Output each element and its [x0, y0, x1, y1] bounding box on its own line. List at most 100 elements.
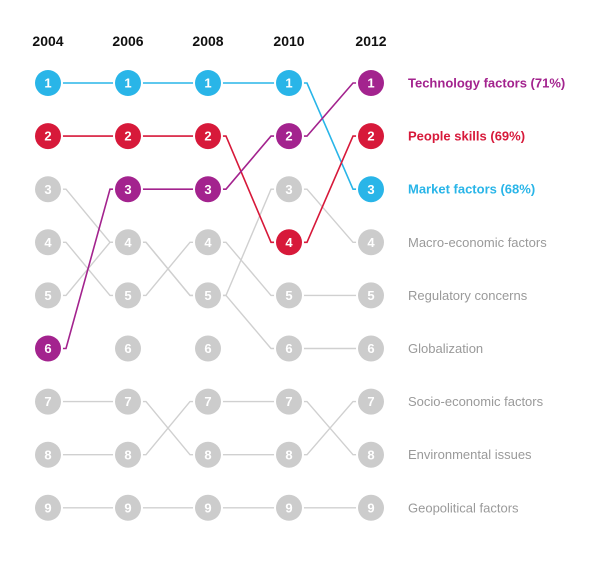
rank-badge: 9 — [356, 492, 386, 523]
badge-number: 1 — [44, 76, 51, 91]
badge-circle — [195, 441, 221, 468]
rank-badge: 5 — [274, 280, 304, 311]
badge-circle — [358, 494, 384, 521]
rank-badge: 2 — [33, 121, 63, 152]
badge-number: 1 — [285, 76, 292, 91]
year-label: 2004 — [32, 33, 63, 49]
rank-badge: 7 — [356, 386, 386, 417]
badge-circle — [276, 123, 302, 150]
badge-number: 6 — [124, 341, 131, 356]
badge-circle — [35, 229, 61, 256]
year-label: 2008 — [192, 33, 223, 49]
badge-circle — [195, 176, 221, 203]
badge-circle — [276, 176, 302, 203]
badge-number: 9 — [124, 500, 131, 515]
rank-badge: 9 — [193, 492, 223, 523]
rank-badge: 9 — [33, 492, 63, 523]
badge-number: 3 — [285, 182, 292, 197]
badge-number: 5 — [204, 288, 211, 303]
badge-number: 9 — [204, 500, 211, 515]
badge-number: 4 — [285, 235, 293, 250]
badge-circle — [35, 70, 61, 96]
badge-circle — [276, 229, 302, 256]
rank-badge: 8 — [274, 439, 304, 470]
badge-circle — [195, 123, 221, 150]
badge-number: 9 — [285, 500, 292, 515]
badge-circle — [358, 335, 384, 362]
rank-badge: 6 — [356, 333, 386, 364]
badge-circle — [115, 441, 141, 468]
rank-badge: 5 — [193, 280, 223, 311]
badge-circle — [195, 335, 221, 362]
badge-circle — [358, 176, 384, 203]
rank-badge: 3 — [33, 174, 63, 205]
badge-number: 7 — [124, 394, 131, 409]
rank-badge: 6 — [193, 333, 223, 364]
badge-number: 7 — [44, 394, 51, 409]
badge-circle — [115, 335, 141, 362]
badge-circle — [358, 441, 384, 468]
badge-circle — [115, 70, 141, 96]
badge-circle — [195, 282, 221, 309]
factor-label: Socio-economic factors — [408, 394, 544, 409]
badge-number: 6 — [285, 341, 292, 356]
factor-label: Macro-economic factors — [408, 235, 547, 250]
badge-number: 5 — [285, 288, 292, 303]
year-headers: 2004 2006 2008 2010 2012 — [32, 33, 386, 49]
badge-circle — [358, 388, 384, 415]
badge-circle — [35, 335, 61, 362]
badge-number: 2 — [124, 129, 131, 144]
badge-number: 6 — [44, 341, 51, 356]
badge-number: 8 — [124, 447, 131, 462]
badge-circle — [276, 282, 302, 309]
badge-number: 1 — [367, 76, 374, 91]
rank-badge: 4 — [33, 227, 63, 258]
highlight-series-line — [48, 82, 371, 350]
badge-number: 3 — [367, 182, 374, 197]
badge-circle — [35, 123, 61, 150]
badge-circle — [358, 123, 384, 150]
badge-circle — [35, 441, 61, 468]
badge-number: 3 — [124, 182, 131, 197]
factor-label: Technology factors (71%) — [408, 76, 565, 91]
badge-circle — [115, 494, 141, 521]
rank-badge: 4 — [274, 227, 304, 258]
badge-circle — [115, 123, 141, 150]
factor-label: People skills (69%) — [408, 129, 525, 144]
badge-number: 5 — [44, 288, 51, 303]
badge-circle — [115, 388, 141, 415]
rank-badge: 1 — [33, 68, 63, 98]
badge-number: 9 — [367, 500, 374, 515]
badge-circle — [195, 229, 221, 256]
badge-circle — [35, 388, 61, 415]
badge-circle — [35, 176, 61, 203]
rank-badge: 8 — [356, 439, 386, 470]
badge-circle — [276, 494, 302, 521]
rank-badge: 1 — [274, 68, 304, 98]
rank-badges: 1 2 3 4 5 6 7 8 9 1 2 3 4 5 6 7 8 9 1 2 3 4 5 6 7 8 9 1 2 3 4 5 6 7 8 9 1 2 3 4… — [33, 68, 386, 523]
badge-number: 2 — [285, 129, 292, 144]
badge-circle — [35, 494, 61, 521]
rank-badge: 6 — [274, 333, 304, 364]
rank-badge: 2 — [193, 121, 223, 152]
badge-circle — [35, 282, 61, 309]
rank-badge: 7 — [113, 386, 143, 417]
rank-badge: 9 — [113, 492, 143, 523]
badge-number: 4 — [367, 235, 375, 250]
year-label: 2012 — [355, 33, 386, 49]
rank-badge: 6 — [113, 333, 143, 364]
badge-number: 4 — [124, 235, 132, 250]
badge-number: 1 — [124, 76, 131, 91]
factor-label: Market factors (68%) — [408, 182, 535, 197]
year-label: 2010 — [273, 33, 304, 49]
rank-badge: 3 — [356, 174, 386, 205]
badge-number: 8 — [44, 447, 51, 462]
rank-badge: 4 — [193, 227, 223, 258]
badge-number: 2 — [367, 129, 374, 144]
badge-circle — [115, 229, 141, 256]
badge-circle — [195, 494, 221, 521]
rank-badge: 2 — [356, 121, 386, 152]
factor-label: Geopolitical factors — [408, 500, 519, 515]
rank-badge: 3 — [113, 174, 143, 205]
badge-number: 3 — [204, 182, 211, 197]
